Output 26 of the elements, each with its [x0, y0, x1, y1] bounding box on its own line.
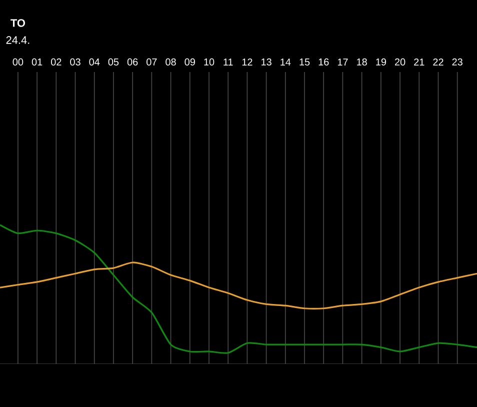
x-tick-label: 17 [338, 58, 348, 66]
x-tick-label: 16 [318, 58, 329, 66]
x-tick-label: 04 [89, 58, 100, 66]
x-tick-label: 09 [184, 58, 195, 66]
x-tick-label: 20 [394, 58, 406, 66]
x-tick-label: 03 [70, 58, 80, 66]
text: 24.4. [6, 36, 30, 44]
x-tick-label: 22 [433, 58, 444, 66]
x-tick-label: 08 [166, 58, 176, 66]
x-tick-label: 06 [127, 58, 138, 66]
x-tick-label: 02 [51, 58, 62, 66]
x-tick-label: 05 [108, 58, 119, 66]
x-tick-label: 21 [414, 58, 424, 66]
text: TO [10, 19, 26, 27]
x-tick-label: 01 [32, 58, 42, 66]
x-tick-label: 11 [224, 58, 233, 66]
x-tick-label: 19 [376, 58, 386, 66]
x-tick-label: 07 [146, 58, 157, 66]
x-tick-label: 00 [12, 58, 24, 66]
x-tick-label: 23 [452, 58, 462, 66]
x-tick-label: 15 [300, 58, 310, 66]
x-tick-label: 13 [262, 58, 272, 66]
x-tick-label: 10 [204, 58, 214, 66]
x-tick-label: 12 [242, 58, 252, 66]
x-tick-label: 18 [357, 58, 367, 66]
x-tick-label: 14 [280, 58, 291, 66]
